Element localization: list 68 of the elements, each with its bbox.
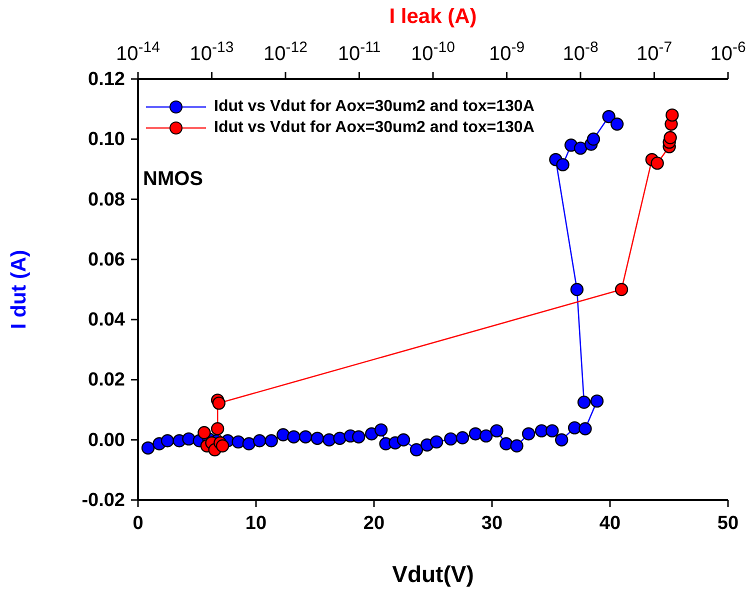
point <box>568 421 582 434</box>
point <box>182 432 196 446</box>
y-tick-label: 0.08 <box>88 188 125 210</box>
point <box>480 429 493 443</box>
point <box>352 430 366 444</box>
point <box>430 435 444 449</box>
point <box>410 443 424 456</box>
x-tick-label: 0 <box>132 513 144 534</box>
x-tick-label: 20 <box>363 513 385 534</box>
y-axis-title: I dut (A) <box>7 250 30 330</box>
x2-tick-label: 10$^{-8}$ <box>562 38 598 65</box>
point <box>602 110 616 124</box>
point <box>556 158 570 172</box>
x-tick-label: 30 <box>481 513 503 534</box>
x2-tick-label: 10$^{-12}$ <box>264 38 308 65</box>
point <box>500 437 513 450</box>
point <box>444 432 458 446</box>
point <box>322 433 336 446</box>
x-tick-label: 50 <box>717 513 739 534</box>
point <box>590 394 604 408</box>
y-tick-label: 0.00 <box>88 429 125 450</box>
point <box>298 430 312 444</box>
point <box>522 427 536 440</box>
x2-axis-title: I leak (A) <box>389 4 477 28</box>
point <box>333 432 346 445</box>
y-tick-label: 0.06 <box>88 248 125 270</box>
legend-label: Idut vs Vdut for Aox=30um2 and tox=130A <box>214 97 534 117</box>
x2-tick-label: 10$^{-7}$ <box>636 38 672 65</box>
point <box>242 437 256 450</box>
x-axis-title: Vdut(V) <box>392 561 474 587</box>
point <box>310 432 324 445</box>
x2-tick-label: 10$^{-14}$ <box>116 38 160 65</box>
x2-tick-label: 10$^{-9}$ <box>488 38 525 65</box>
legend-label: Idut vs Vdut for Aox=30um2 and tox=130A <box>214 118 534 138</box>
y-tick-label: 0.04 <box>88 309 126 330</box>
point <box>577 396 591 409</box>
point <box>510 439 524 452</box>
point <box>287 430 300 444</box>
point <box>252 434 266 448</box>
annotation: NMOS <box>143 168 203 191</box>
point <box>578 422 592 436</box>
point <box>610 118 624 131</box>
point <box>570 282 584 296</box>
point <box>586 132 600 146</box>
x2-tick-label: 10$^{-11}$ <box>338 38 381 65</box>
point <box>141 441 155 455</box>
y-tick-label: 0.02 <box>88 369 125 390</box>
y-tick-label: -0.02 <box>82 490 125 510</box>
point <box>555 433 568 446</box>
point <box>232 435 245 449</box>
point <box>574 142 588 155</box>
x-tick-label: 40 <box>599 513 621 534</box>
point <box>160 434 174 448</box>
point <box>374 423 388 437</box>
point <box>490 424 504 438</box>
x-tick-label: 10 <box>245 513 267 534</box>
point <box>534 424 548 438</box>
point <box>546 424 559 438</box>
point <box>396 433 410 446</box>
x2-tick-label: 10$^{-10}$ <box>411 38 455 65</box>
y-tick-label: 0.12 <box>88 68 125 90</box>
point <box>468 427 482 440</box>
x2-tick-label: 10$^{-6}$ <box>710 38 746 65</box>
point <box>276 428 290 442</box>
point <box>264 434 278 448</box>
point <box>456 431 470 444</box>
x2-tick-label: 10$^{-13}$ <box>190 38 234 65</box>
y-tick-label: 0.10 <box>88 128 125 150</box>
